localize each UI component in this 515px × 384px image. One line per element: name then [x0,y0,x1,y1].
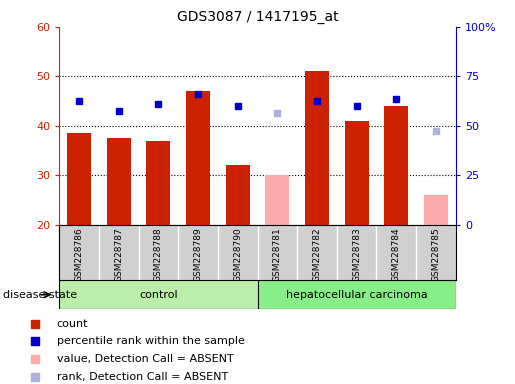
Text: GSM228790: GSM228790 [233,227,242,282]
Text: control: control [139,290,178,300]
Text: GSM228784: GSM228784 [392,227,401,282]
Text: GDS3087 / 1417195_at: GDS3087 / 1417195_at [177,10,338,23]
Text: GSM228781: GSM228781 [273,227,282,282]
Bar [67,133,91,225]
Bar [345,121,369,225]
Bar [226,166,250,225]
Bar [265,175,289,225]
Text: GSM228786: GSM228786 [75,227,83,282]
Text: GSM228788: GSM228788 [154,227,163,282]
Text: GSM228782: GSM228782 [313,227,321,282]
Bar [384,106,408,225]
Bar [146,141,170,225]
Text: percentile rank within the sample: percentile rank within the sample [57,336,245,346]
Bar [186,91,210,225]
Text: GSM228789: GSM228789 [194,227,202,282]
Bar [59,280,258,309]
Text: hepatocellular carcinoma: hepatocellular carcinoma [286,290,427,300]
Text: value, Detection Call = ABSENT: value, Detection Call = ABSENT [57,354,233,364]
Text: disease state: disease state [3,290,77,300]
Text: count: count [57,319,88,329]
Bar [107,138,131,225]
Text: GSM228783: GSM228783 [352,227,361,282]
Bar [305,71,329,225]
Bar [424,195,448,225]
Text: GSM228787: GSM228787 [114,227,123,282]
Bar [258,280,456,309]
Text: GSM228785: GSM228785 [432,227,440,282]
Text: rank, Detection Call = ABSENT: rank, Detection Call = ABSENT [57,372,228,382]
